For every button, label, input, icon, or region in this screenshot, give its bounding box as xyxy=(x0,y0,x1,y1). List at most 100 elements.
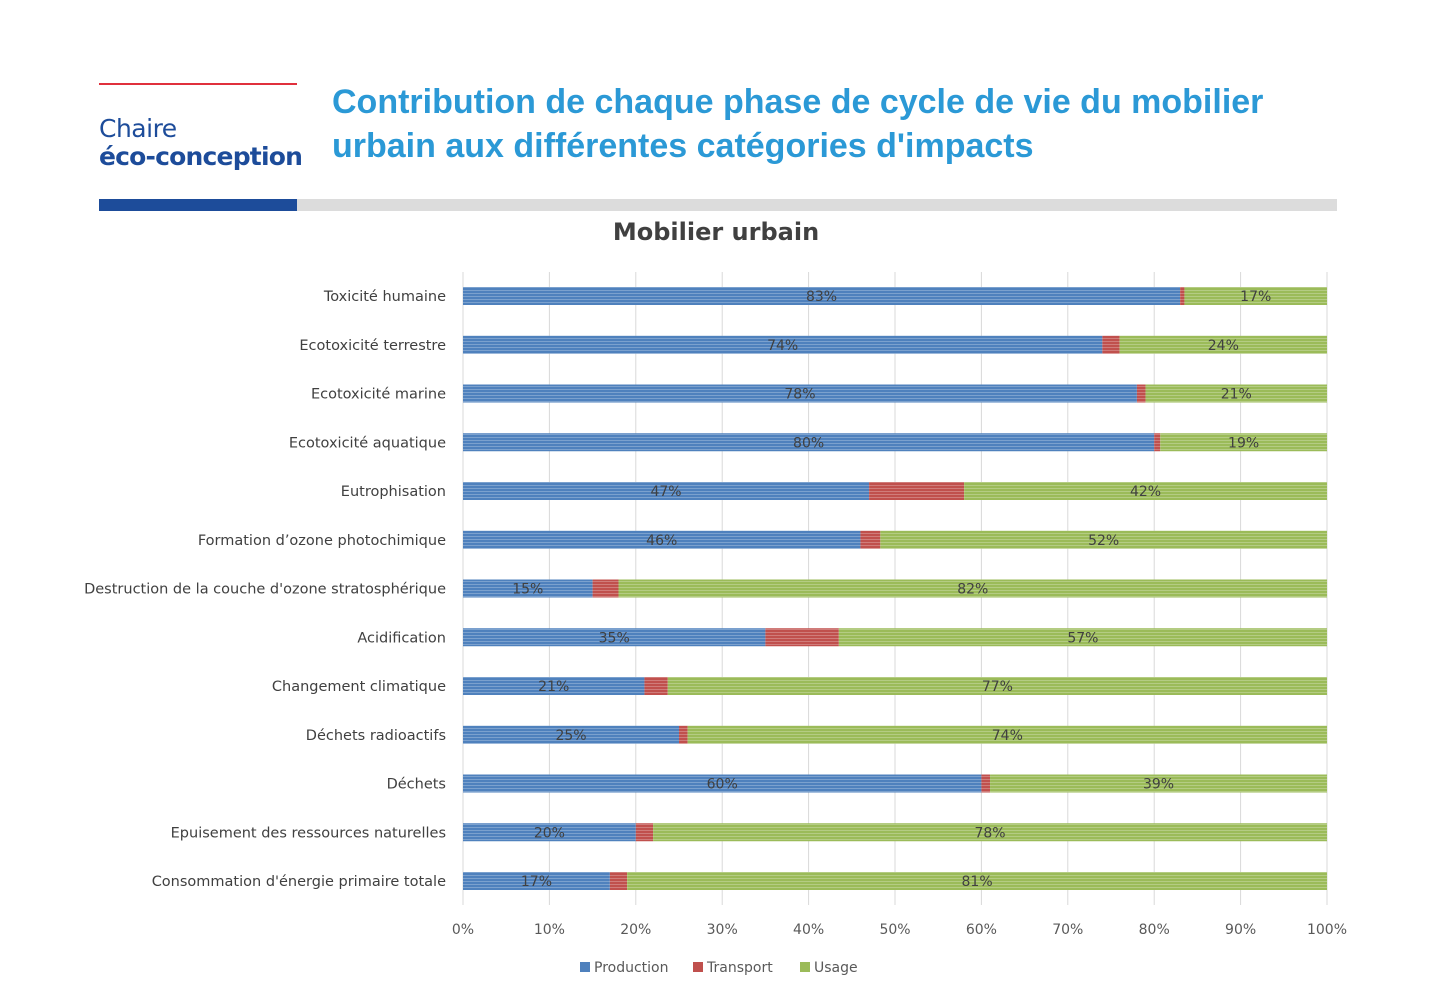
category-label: Changement climatique xyxy=(272,679,446,695)
category-label: Ecotoxicité marine xyxy=(311,387,446,403)
bar-production xyxy=(463,579,593,598)
x-tick-label: 70% xyxy=(1052,922,1083,938)
category-label: Ecotoxicité terrestre xyxy=(299,338,446,354)
bar-usage xyxy=(1160,433,1327,452)
bar-transport xyxy=(644,677,668,695)
bar-usage xyxy=(990,774,1327,793)
chart-title: Mobilier urbain xyxy=(613,218,819,246)
data-label: 15% xyxy=(512,582,543,598)
logo-text-eco-conception: éco-conception xyxy=(99,142,303,171)
bar-production xyxy=(463,287,1181,305)
x-tick-label: 100% xyxy=(1307,922,1347,938)
category-label: Eutrophisation xyxy=(341,484,446,500)
bar-transport xyxy=(1154,433,1161,452)
data-label: 39% xyxy=(1143,777,1174,793)
data-label: 21% xyxy=(1221,387,1252,403)
x-tick-label: 40% xyxy=(793,922,824,938)
bar-usage xyxy=(838,628,1327,647)
bar-usage xyxy=(687,725,1327,744)
category-label: Epuisement des ressources naturelles xyxy=(171,825,446,841)
bar-production xyxy=(463,823,636,842)
bar-production xyxy=(463,774,982,793)
bar-transport xyxy=(765,628,839,647)
bar-usage xyxy=(964,482,1327,500)
data-label: 46% xyxy=(646,533,677,549)
x-tick-label: 50% xyxy=(879,922,910,938)
bar-usage xyxy=(1119,335,1327,354)
legend-label: Usage xyxy=(814,960,858,976)
data-label: 35% xyxy=(599,630,630,646)
bar-usage xyxy=(627,872,1327,890)
data-label: 21% xyxy=(538,679,569,695)
bar-production xyxy=(463,482,870,500)
data-label: 24% xyxy=(1208,338,1239,354)
category-label: Toxicité humaine xyxy=(323,289,446,305)
data-label: 17% xyxy=(521,874,552,890)
bar-transport xyxy=(635,823,654,842)
legend-swatch xyxy=(580,962,590,972)
category-label: Acidification xyxy=(357,630,446,646)
data-label: 81% xyxy=(962,874,993,890)
bar-usage xyxy=(1145,384,1327,403)
data-label: 20% xyxy=(534,825,565,841)
bar-usage xyxy=(1184,287,1327,305)
bar-usage xyxy=(667,677,1327,695)
logo-text-chaire: Chaire xyxy=(99,114,177,143)
bar-transport xyxy=(679,725,688,744)
bar-production xyxy=(463,677,645,695)
legend-label: Transport xyxy=(706,960,773,976)
bar-transport xyxy=(609,872,628,890)
bar-transport xyxy=(860,530,881,549)
header-bar-accent xyxy=(99,199,297,211)
legend-swatch xyxy=(693,962,703,972)
bar-production xyxy=(463,530,861,549)
bar-usage xyxy=(653,823,1327,842)
data-label: 42% xyxy=(1130,484,1161,500)
data-label: 77% xyxy=(982,679,1013,695)
bar-usage xyxy=(618,579,1327,598)
data-label: 19% xyxy=(1228,435,1259,451)
bar-transport xyxy=(869,482,965,500)
category-label: Déchets xyxy=(387,777,446,793)
x-tick-label: 20% xyxy=(620,922,651,938)
slide-title: Contribution de chaque phase de cycle de… xyxy=(332,83,1264,165)
legend-swatch xyxy=(800,962,810,972)
legend-label: Production xyxy=(594,960,668,976)
category-label: Destruction de la couche d'ozone stratos… xyxy=(84,582,446,598)
data-label: 78% xyxy=(974,825,1005,841)
bar-production xyxy=(463,628,766,647)
bar-transport xyxy=(1136,384,1146,403)
data-label: 74% xyxy=(992,728,1023,744)
category-label: Formation d’ozone photochimique xyxy=(198,533,446,549)
bar-usage xyxy=(880,530,1327,549)
category-label: Déchets radioactifs xyxy=(306,728,446,744)
data-label: 80% xyxy=(793,435,824,451)
data-label: 74% xyxy=(767,338,798,354)
x-tick-label: 0% xyxy=(452,922,474,938)
data-label: 83% xyxy=(806,289,837,305)
data-label: 82% xyxy=(957,582,988,598)
bar-transport xyxy=(1180,287,1185,305)
x-tick-label: 80% xyxy=(1139,922,1170,938)
data-label: 60% xyxy=(707,777,738,793)
bar-production xyxy=(463,872,610,890)
data-label: 57% xyxy=(1067,630,1098,646)
bar-production xyxy=(463,335,1103,354)
bar-production xyxy=(463,725,679,744)
category-label: Ecotoxicité aquatique xyxy=(289,435,446,451)
data-label: 47% xyxy=(650,484,681,500)
logo-accent-line xyxy=(99,83,297,85)
x-tick-label: 10% xyxy=(534,922,565,938)
data-label: 17% xyxy=(1240,289,1271,305)
data-label: 52% xyxy=(1088,533,1119,549)
bar-transport xyxy=(1102,335,1120,354)
category-label: Consommation d'énergie primaire totale xyxy=(152,874,446,890)
bar-transport xyxy=(981,774,991,793)
x-tick-label: 60% xyxy=(966,922,997,938)
bar-transport xyxy=(592,579,619,598)
data-label: 25% xyxy=(555,728,586,744)
data-label: 78% xyxy=(784,387,815,403)
bar-production xyxy=(463,433,1155,452)
bar-production xyxy=(463,384,1137,403)
